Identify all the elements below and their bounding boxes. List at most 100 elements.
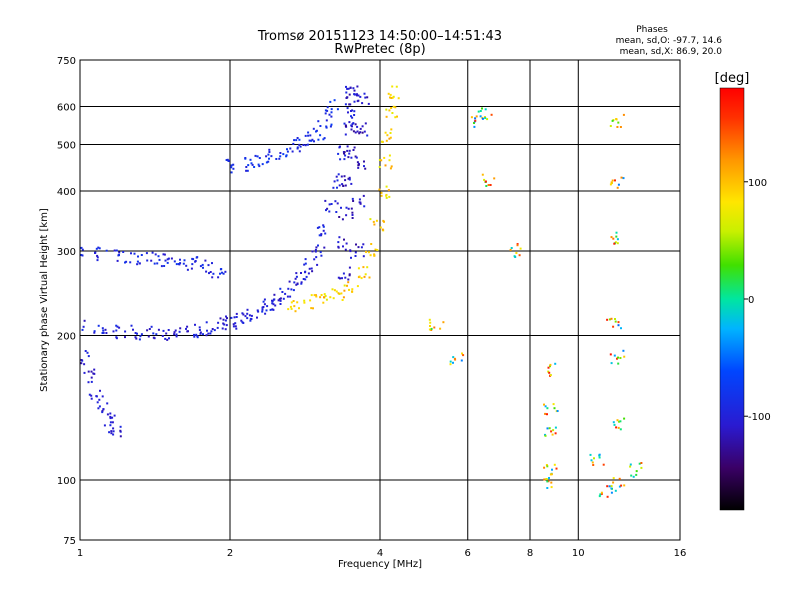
y-tick-label: 400 — [57, 187, 76, 198]
data-point — [310, 139, 313, 142]
data-point — [230, 164, 233, 167]
data-point — [186, 325, 189, 328]
data-point — [430, 329, 433, 331]
data-point — [396, 115, 398, 118]
data-point — [613, 354, 616, 357]
data-point — [113, 249, 116, 252]
data-point — [112, 430, 115, 433]
data-point — [546, 480, 549, 483]
data-point — [344, 276, 347, 279]
data-point — [105, 332, 108, 334]
data-point — [96, 401, 99, 404]
data-point — [224, 319, 227, 322]
data-point — [257, 163, 260, 166]
data-point — [170, 257, 173, 260]
data-point — [343, 175, 346, 178]
plot-frame — [79, 59, 681, 541]
data-point — [134, 332, 137, 334]
data-point — [337, 241, 340, 244]
data-point — [610, 236, 613, 239]
data-point — [130, 324, 133, 327]
data-point — [256, 316, 258, 319]
data-point — [380, 159, 383, 162]
data-point — [366, 134, 369, 137]
data-point — [612, 325, 615, 328]
data-point — [611, 119, 614, 122]
data-point — [547, 480, 550, 483]
data-point — [391, 96, 394, 99]
data-point — [202, 266, 204, 269]
data-point — [303, 301, 306, 304]
data-point — [546, 465, 549, 468]
data-point — [347, 207, 350, 210]
chart-subtitle: RwPretec (8p) — [334, 42, 425, 57]
data-point — [119, 429, 122, 432]
data-point — [341, 277, 343, 280]
data-point — [345, 85, 347, 88]
data-point — [316, 263, 319, 266]
data-point — [341, 299, 344, 301]
data-point — [352, 122, 355, 125]
data-point — [378, 166, 381, 168]
data-point — [257, 310, 260, 313]
data-point — [428, 328, 431, 331]
data-point — [442, 321, 445, 324]
data-point — [265, 309, 268, 312]
data-point — [270, 155, 273, 158]
data-point — [279, 287, 282, 290]
data-point — [395, 85, 398, 88]
data-point — [350, 128, 353, 131]
data-point — [354, 123, 357, 126]
data-point — [610, 487, 613, 490]
data-point — [112, 427, 115, 430]
data-point — [343, 158, 346, 161]
data-point — [360, 277, 363, 280]
data-point — [338, 236, 341, 239]
data-point — [168, 337, 170, 340]
data-point — [330, 111, 333, 114]
data-point — [392, 105, 395, 108]
data-point — [343, 151, 346, 154]
data-point — [182, 262, 185, 265]
data-point — [616, 357, 618, 360]
data-point — [226, 317, 228, 320]
data-point — [80, 254, 83, 256]
data-point — [167, 257, 170, 260]
data-point — [369, 218, 372, 221]
data-point — [292, 142, 295, 145]
data-point — [620, 327, 622, 330]
data-point — [211, 276, 214, 279]
data-point — [150, 259, 153, 262]
data-point — [279, 155, 282, 158]
data-point — [222, 272, 225, 275]
data-point — [385, 115, 388, 118]
y-tick-label: 600 — [57, 103, 76, 114]
data-point — [175, 263, 178, 266]
data-point — [116, 325, 119, 328]
data-point — [345, 206, 348, 209]
data-point — [146, 259, 149, 262]
data-point — [209, 271, 212, 273]
data-point — [379, 226, 382, 229]
data-point — [602, 463, 605, 466]
data-point — [348, 273, 351, 276]
data-point — [300, 272, 302, 274]
data-point — [617, 356, 619, 359]
data-point — [162, 329, 165, 332]
y-tick-label: 750 — [57, 56, 76, 67]
data-point — [317, 244, 319, 247]
data-point — [342, 272, 345, 275]
data-point — [268, 151, 271, 153]
data-point — [349, 103, 352, 106]
data-point — [290, 307, 293, 310]
data-point — [136, 263, 139, 266]
data-point — [233, 316, 236, 319]
data-point — [461, 352, 463, 355]
data-point — [253, 166, 256, 168]
data-point — [93, 368, 96, 371]
data-point — [167, 329, 170, 331]
data-point — [322, 225, 325, 228]
data-point — [617, 321, 620, 324]
data-point — [304, 270, 307, 273]
data-point — [619, 428, 622, 431]
